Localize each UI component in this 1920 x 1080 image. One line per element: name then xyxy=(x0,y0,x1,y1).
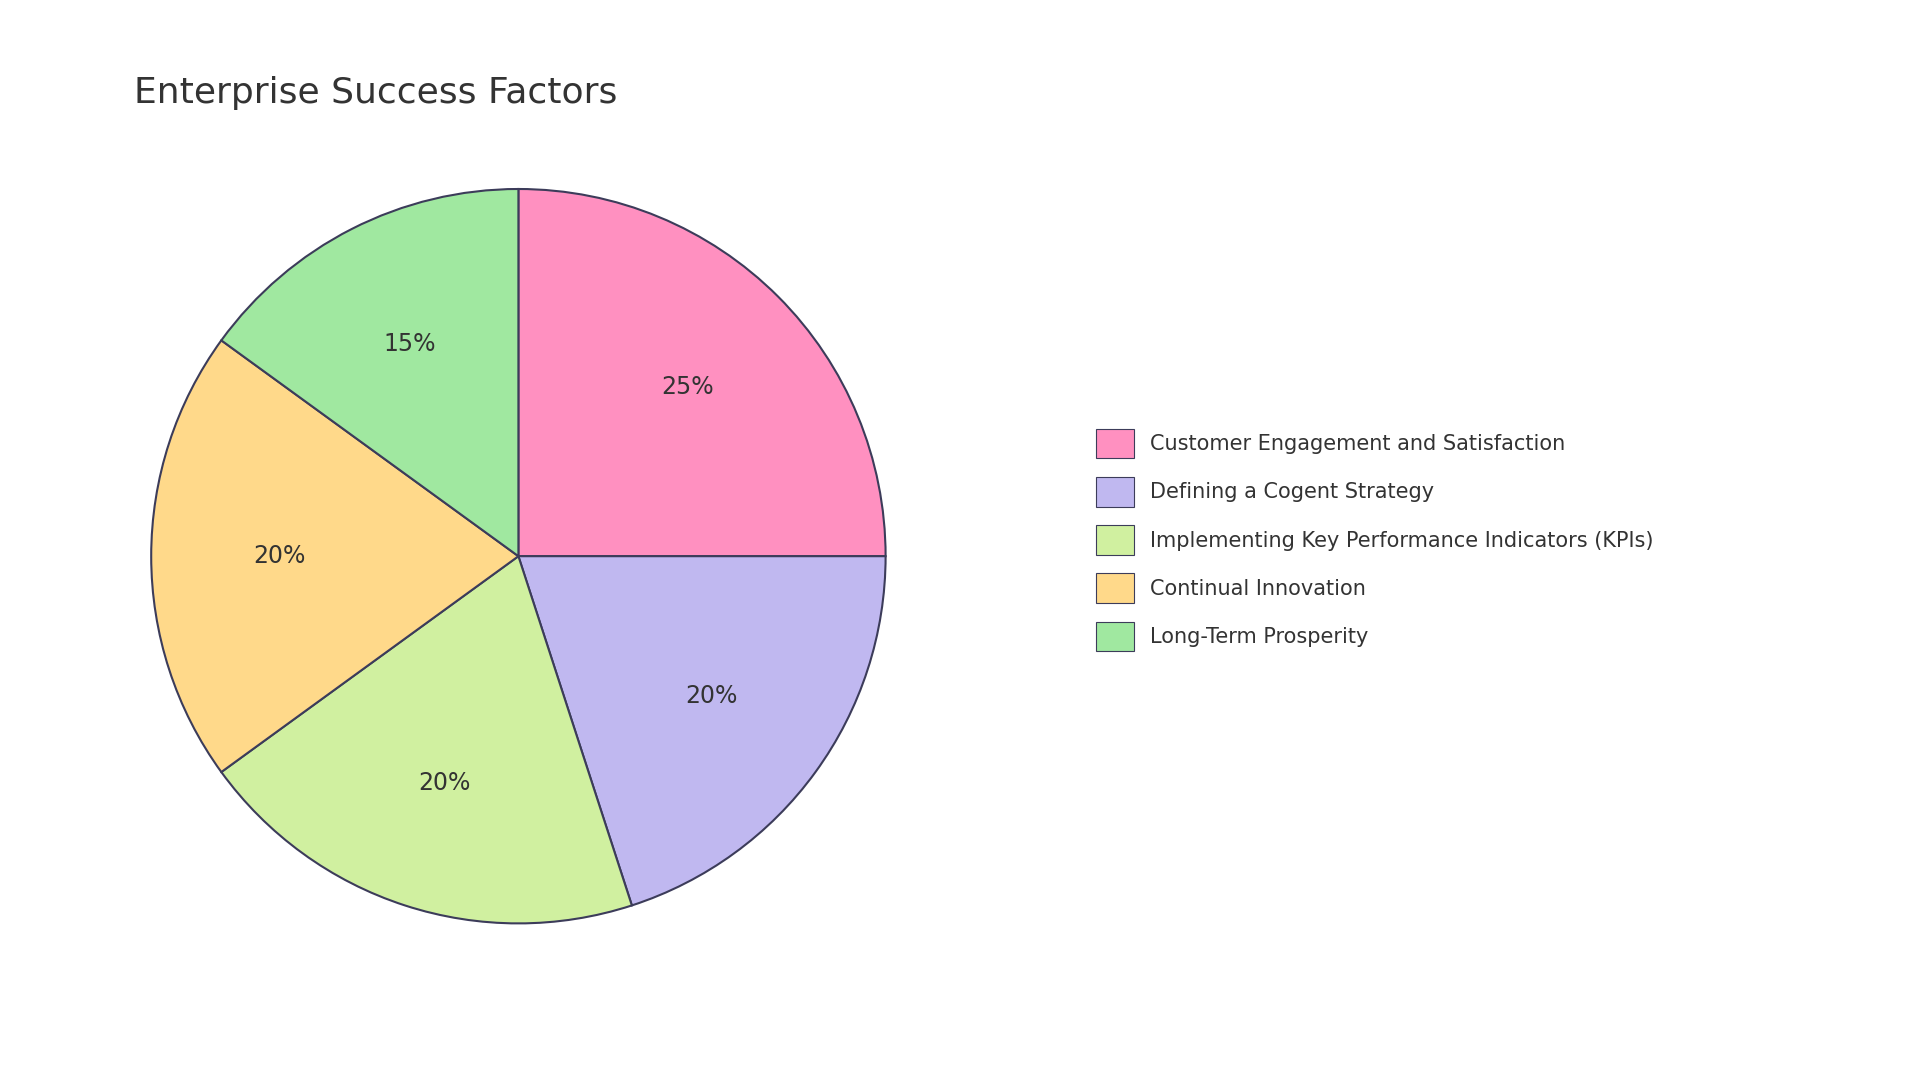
Text: 20%: 20% xyxy=(685,685,737,708)
Text: Enterprise Success Factors: Enterprise Success Factors xyxy=(134,76,618,109)
Text: 20%: 20% xyxy=(419,771,470,795)
Wedge shape xyxy=(518,189,885,556)
Wedge shape xyxy=(152,340,518,772)
Text: 15%: 15% xyxy=(384,332,436,355)
Wedge shape xyxy=(221,556,632,923)
Wedge shape xyxy=(221,189,518,556)
Legend: Customer Engagement and Satisfaction, Defining a Cogent Strategy, Implementing K: Customer Engagement and Satisfaction, De… xyxy=(1085,418,1665,662)
Wedge shape xyxy=(518,556,885,905)
Text: 25%: 25% xyxy=(660,376,714,400)
Text: 20%: 20% xyxy=(253,544,305,568)
